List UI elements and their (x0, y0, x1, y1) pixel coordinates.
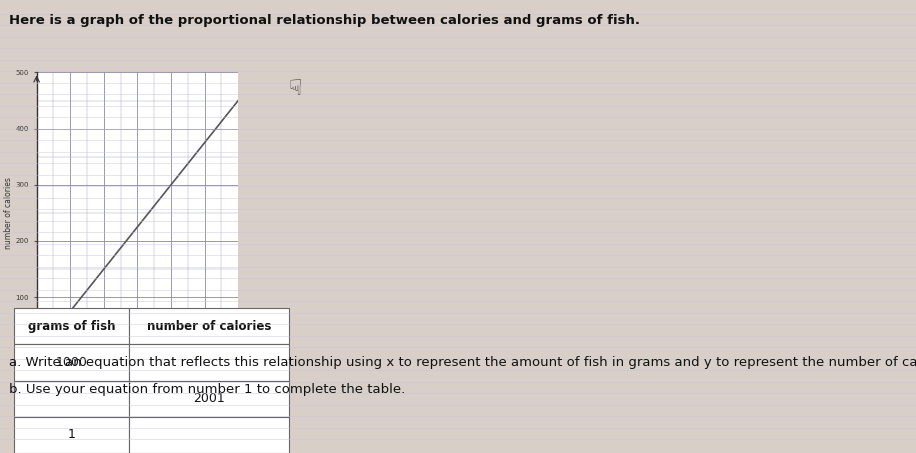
Text: a. Write an equation that reflects this relationship using x to represent the am: a. Write an equation that reflects this … (9, 356, 916, 369)
Text: number of calories: number of calories (147, 320, 271, 333)
FancyBboxPatch shape (129, 344, 289, 381)
Y-axis label: number of calories: number of calories (4, 177, 13, 249)
FancyBboxPatch shape (129, 308, 289, 344)
Text: 2001: 2001 (193, 392, 224, 405)
Text: Here is a graph of the proportional relationship between calories and grams of f: Here is a graph of the proportional rela… (9, 14, 640, 27)
FancyBboxPatch shape (129, 417, 289, 453)
FancyBboxPatch shape (14, 417, 129, 453)
Text: 1000: 1000 (56, 356, 87, 369)
Text: b. Use your equation from number 1 to complete the table.: b. Use your equation from number 1 to co… (9, 383, 406, 396)
X-axis label: grams of fish: grams of fish (110, 370, 165, 379)
FancyBboxPatch shape (129, 381, 289, 417)
FancyBboxPatch shape (14, 381, 129, 417)
Text: ☟: ☟ (289, 79, 302, 99)
FancyBboxPatch shape (14, 344, 129, 381)
Text: 1: 1 (68, 429, 75, 441)
FancyBboxPatch shape (14, 308, 129, 344)
Text: grams of fish: grams of fish (27, 320, 115, 333)
